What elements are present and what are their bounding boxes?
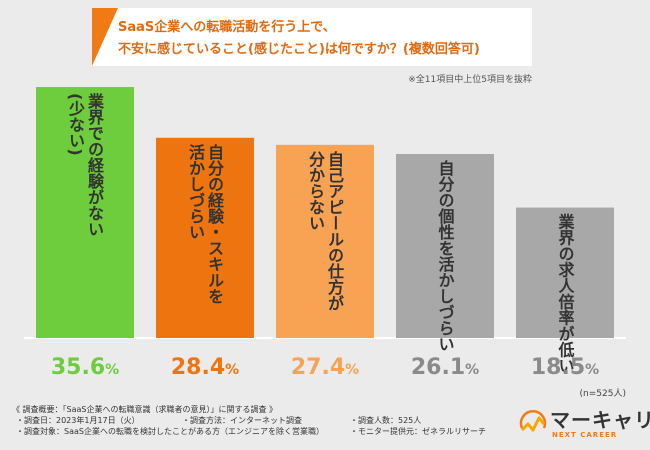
bar-2-label-line-2: 活かしづらい	[186, 143, 205, 240]
bar-1-label-line-2: (少ない)	[66, 93, 86, 156]
brand-subtitle: NEXT CAREER	[552, 431, 618, 439]
chart-note: ※全11項目中上位5項目を抜粋	[408, 75, 532, 85]
chart-title-line-1: SaaS企業への転職活動を行う上で、	[118, 20, 336, 35]
survey-overview: 《 調査概要：「SaaS企業への転職意識（求職者の意見）」に関する調査 》 ・調…	[12, 404, 492, 437]
sample-size-label: (n=525人)	[579, 389, 626, 399]
survey-method: ・調査方法：インターネット調査	[182, 416, 302, 425]
value-label-2: 28.4%	[171, 355, 239, 380]
bar-1-label-line-1: 業界での経験がない	[85, 92, 105, 237]
value-label-3: 27.4%	[291, 355, 359, 380]
value-label-4: 26.1%	[411, 355, 479, 380]
bar-2	[156, 137, 254, 338]
chart-line-logo-icon	[519, 410, 547, 432]
survey-heading: 《 調査概要：「SaaS企業への転職意識（求職者の意見）」に関する調査 》	[12, 405, 278, 414]
value-label-1: 35.6%	[51, 355, 119, 380]
brand-name: マーキャリ	[550, 408, 650, 432]
survey-row-2: ・調査対象：SaaS企業への転職を検討したことがある方（エンジニアを除く営業職）…	[12, 426, 492, 437]
bar-4	[396, 153, 494, 338]
bar-2-label-line-1: 自分の経験・スキルを	[205, 143, 224, 304]
value-label-5: 18.5%	[531, 355, 599, 380]
chart-title-line-2: 不安に感じていること(感じたこと)は何ですか？(複数回答可)	[118, 42, 480, 57]
bar-5-label-line-1: 業界の求人倍率が低い	[556, 213, 576, 374]
bar-3-label-line-2: 分からない	[306, 151, 325, 231]
title-box	[92, 8, 532, 66]
bar-1	[36, 87, 134, 339]
bar-3	[276, 144, 374, 338]
survey-provider: ・モニター提供元：ゼネラルリサーチ	[350, 427, 486, 436]
brand-logo: マーキャリ NEXT CAREER	[516, 404, 650, 444]
survey-count: ・調査人数：525人	[350, 416, 422, 425]
bar-4-label-line-1: 自分の個性を活かしづらい	[436, 159, 456, 352]
survey-date: ・調査日：2023年1月17日（火）	[16, 416, 140, 425]
survey-row-1: ・調査日：2023年1月17日（火） ・調査方法：インターネット調査 ・調査人数…	[12, 415, 492, 426]
bar-5	[516, 207, 614, 338]
bar-3-label-line-1: 自己アピールの仕方が	[325, 150, 345, 311]
survey-target: ・調査対象：SaaS企業への転職を検討したことがある方（エンジニアを除く営業職）	[16, 427, 324, 436]
